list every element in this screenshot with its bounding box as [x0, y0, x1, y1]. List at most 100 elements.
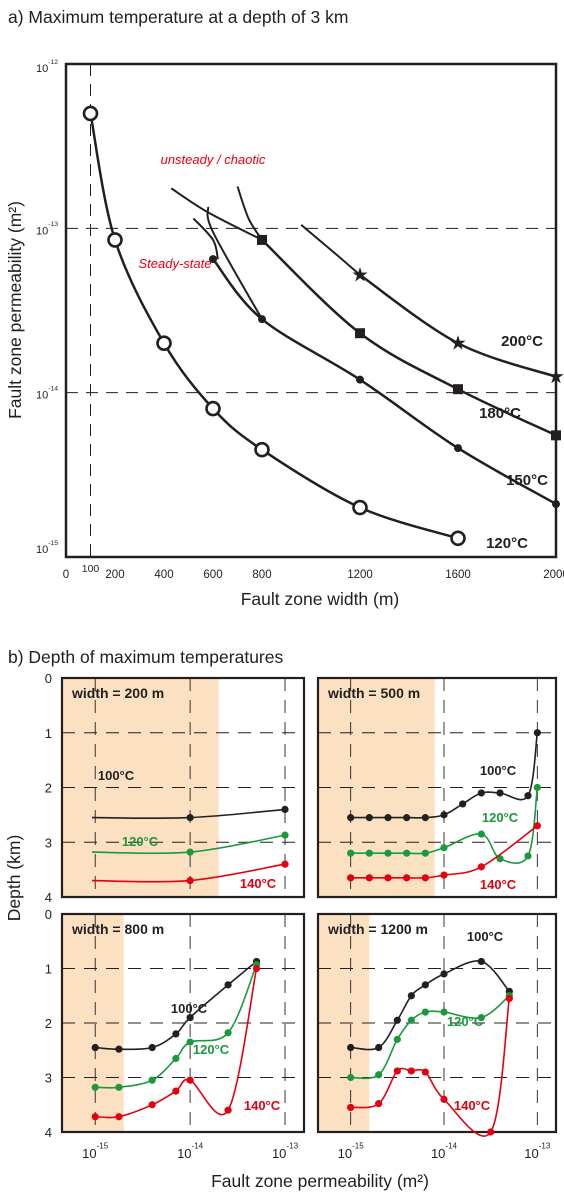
series-label: 140°C: [240, 876, 277, 891]
data-point: [477, 863, 485, 871]
series-label: 140°C: [480, 877, 517, 892]
series-label: 100°C: [480, 763, 517, 778]
curve-extension: [300, 224, 361, 276]
data-point: [365, 849, 373, 857]
curve-extension: [236, 186, 263, 241]
data-point: [115, 1113, 123, 1121]
x-tick-label: 10-13: [524, 1141, 551, 1161]
x-tick-label: 10-15: [338, 1141, 365, 1161]
data-point: [115, 1045, 123, 1053]
data-point: [375, 1071, 383, 1079]
data-point: [375, 1100, 383, 1108]
data-point: [186, 848, 194, 856]
data-point: [477, 789, 485, 797]
data-point: [505, 994, 513, 1003]
data-point: [224, 1106, 232, 1114]
series-line: [350, 995, 510, 1080]
data-point: [205, 400, 221, 417]
y-tick-label: 3: [45, 835, 52, 850]
data-point: [393, 1035, 401, 1043]
x-tick-label: 400: [154, 569, 173, 581]
data-point: [252, 964, 261, 973]
annotation-unsteady: unsteady / chaotic: [161, 152, 266, 167]
panel-title: width = 800 m: [71, 921, 164, 937]
data-point: [551, 430, 561, 441]
y-tick-label: 4: [45, 890, 52, 905]
data-point: [459, 800, 467, 808]
data-point: [186, 1038, 194, 1046]
panel-title: width = 200 m: [71, 685, 164, 701]
data-point: [496, 855, 504, 863]
data-point: [407, 992, 415, 1000]
data-point: [524, 792, 532, 800]
data-point: [450, 335, 466, 350]
data-point: [384, 849, 392, 857]
data-point: [356, 375, 364, 384]
y-tick-label: 1: [45, 726, 52, 741]
data-point: [496, 789, 504, 797]
data-point: [403, 874, 411, 882]
data-point: [421, 1008, 429, 1016]
y-tick-label: 10-14: [36, 385, 58, 401]
data-point: [440, 844, 448, 852]
data-point: [477, 1013, 485, 1022]
chart-b-title: b) Depth of maximum temperatures: [8, 647, 283, 667]
plot-frame: [64, 62, 558, 559]
series-line: [212, 258, 557, 506]
data-point: [148, 1076, 156, 1084]
data-point: [347, 814, 355, 822]
data-point: [393, 1067, 401, 1075]
series-label: 120°C: [447, 1014, 484, 1029]
data-point: [548, 368, 564, 384]
data-point: [91, 1083, 99, 1091]
data-point: [91, 1113, 99, 1121]
data-point: [347, 1103, 355, 1112]
x-tick-label: 1200: [347, 569, 373, 581]
x-tick-label: 200: [105, 569, 124, 581]
x-tick-label: 2000: [543, 569, 564, 581]
y-tick-label: 0: [45, 907, 52, 922]
data-point: [107, 232, 123, 248]
data-point: [421, 874, 429, 882]
data-point: [440, 1095, 448, 1103]
data-point: [224, 1029, 232, 1037]
data-point: [440, 871, 448, 879]
data-point: [281, 805, 289, 814]
data-point: [254, 441, 270, 458]
data-point: [172, 1030, 180, 1038]
data-point: [477, 957, 485, 966]
y-tick-label: 10-12: [36, 59, 58, 75]
series-line: [350, 998, 511, 1137]
data-point: [186, 1076, 194, 1084]
x-tick-label: 0: [63, 569, 69, 581]
series-label: 120°C: [482, 810, 519, 825]
chart-b-ylabel: Depth (km): [4, 835, 24, 922]
data-point: [347, 874, 355, 882]
x-tick-label: 600: [203, 569, 222, 581]
series-label: 200°C: [501, 333, 543, 350]
series-line: [359, 273, 557, 378]
y-tick-label: 1: [45, 962, 52, 977]
panel-frame: [316, 912, 558, 1134]
x-tick-label: 100: [82, 563, 100, 575]
data-point: [440, 1008, 448, 1016]
x-tick-label: 10-14: [177, 1141, 204, 1161]
x-tick-label: 1600: [445, 569, 471, 581]
data-point: [209, 255, 217, 264]
data-point: [156, 335, 172, 351]
chart-a-title: a) Maximum temperature at a depth of 3 k…: [8, 7, 348, 27]
annotation-steady-state: Steady-state: [139, 256, 212, 271]
data-point: [347, 1073, 355, 1082]
data-point: [257, 234, 267, 245]
series-label: 120°C: [486, 535, 528, 552]
panel-frame: [60, 676, 306, 899]
data-point: [384, 874, 392, 882]
x-tick-label: 10-13: [272, 1141, 299, 1161]
curve-extension: [206, 206, 263, 320]
y-tick-label: 2: [45, 781, 52, 796]
y-tick-label: 0: [45, 671, 52, 686]
data-point: [148, 1043, 156, 1052]
data-point: [453, 384, 463, 395]
chart-a: 0 100 200 400 600 800 1200 1600 2000 10-12 10-13 10…: [36, 59, 564, 581]
data-point: [403, 849, 411, 857]
